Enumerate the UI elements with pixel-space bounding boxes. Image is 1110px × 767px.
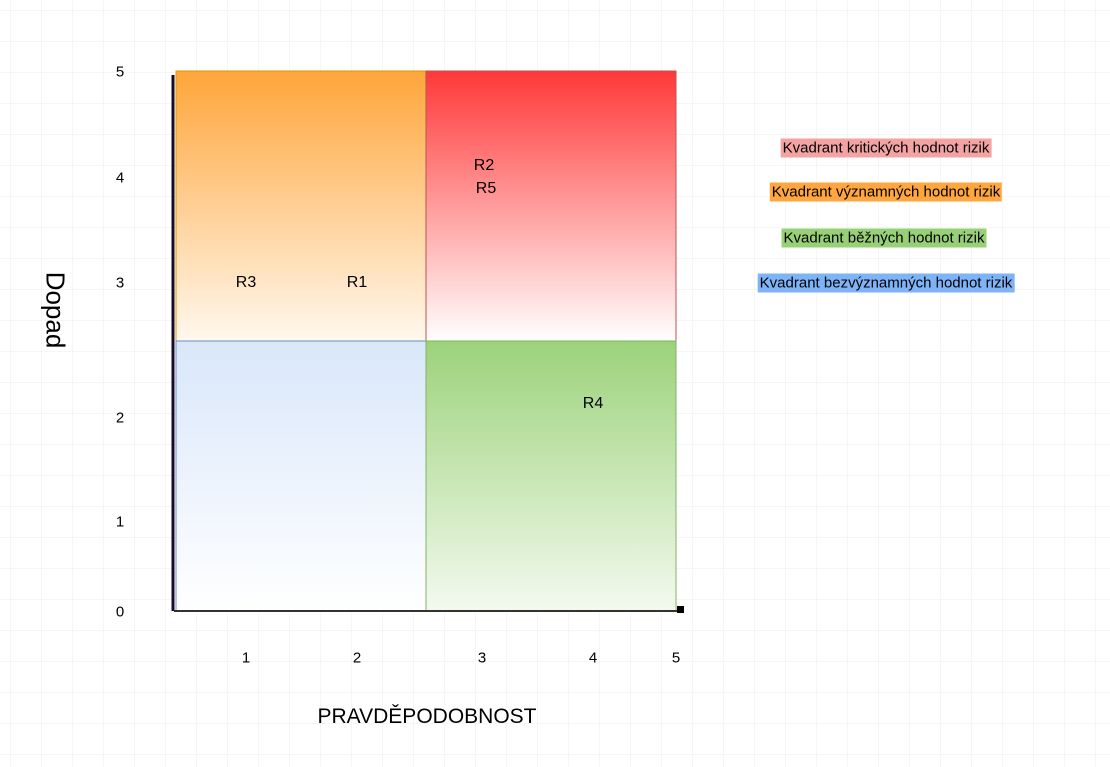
- x-tick-label: 3: [477, 649, 487, 667]
- x-axis-label: PRAVDĚPODOBNOST: [317, 705, 537, 728]
- x-tick-label: 4: [588, 649, 598, 667]
- x-tick-label: 2: [352, 649, 362, 667]
- legend-item: Kvadrant běžných hodnot rizik: [781, 228, 987, 248]
- risk-label: R2: [473, 157, 495, 174]
- legend-item: Kvadrant kritických hodnot rizik: [780, 138, 992, 158]
- y-axis-label: Dopad: [40, 271, 71, 349]
- y-tick-label: 5: [115, 63, 125, 81]
- risk-label: R4: [582, 395, 604, 412]
- x-tick-label: 1: [241, 649, 251, 667]
- risk-label: R3: [235, 274, 257, 291]
- risk-label: R5: [475, 180, 497, 197]
- quadrant-significant: [175, 70, 427, 342]
- y-tick-label: 4: [115, 169, 125, 187]
- y-tick-label: 1: [115, 513, 125, 531]
- y-tick-label: 2: [115, 409, 125, 427]
- axis-end: [677, 606, 684, 613]
- legend-item: Kvadrant významných hodnot rizik: [769, 182, 1003, 202]
- legend-item: Kvadrant bezvýznamných hodnot rizik: [757, 273, 1015, 293]
- quadrant-critical: [425, 70, 677, 342]
- quadrant-common: [425, 340, 677, 612]
- x-tick-label: 5: [671, 649, 681, 667]
- risk-label: R1: [346, 274, 368, 291]
- y-tick-label: 0: [115, 603, 125, 621]
- quadrant-insignificant: [175, 340, 427, 612]
- y-tick-label: 3: [115, 274, 125, 292]
